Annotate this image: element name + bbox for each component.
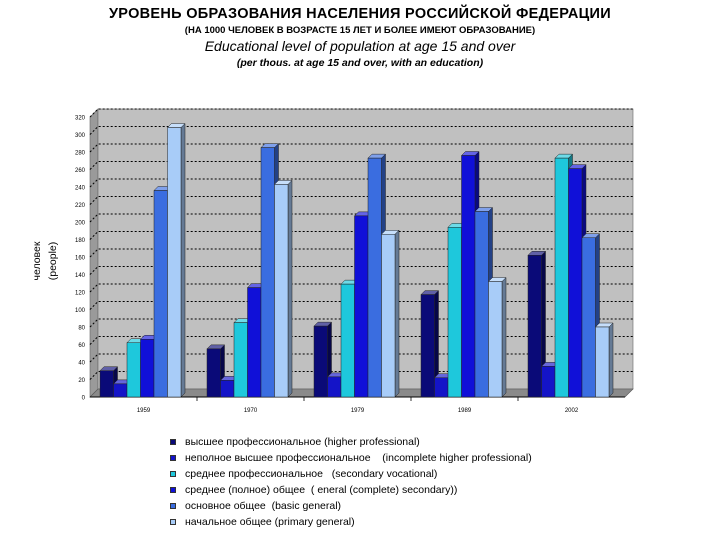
y-axis-label-en: (people)	[47, 242, 59, 281]
legend-swatch	[170, 503, 176, 509]
x-tick-label: 1979	[351, 408, 365, 414]
legend-item: высшее профессиональное (higher professi…	[170, 434, 532, 450]
legend-item: среднее (полное) общее ( eneral (complet…	[170, 482, 532, 498]
bar	[380, 229, 400, 398]
bar	[527, 250, 547, 398]
y-tick-label: 260	[75, 168, 86, 174]
bar	[273, 179, 293, 398]
legend-swatch	[170, 471, 176, 477]
legend-item: среднее профессиональное (secondary voca…	[170, 466, 532, 482]
x-axis-ticks: 1959 1970 1979 1989 2002	[137, 397, 579, 414]
y-axis-label-ru: человек	[31, 241, 43, 280]
y-tick-label: 0	[82, 396, 86, 402]
x-tick-label: 1959	[137, 408, 151, 414]
bar-chart: 0 20 40 60 80 100 120 140 160 180 200 220 240 260 280 3…	[31, 108, 634, 414]
bar	[594, 322, 614, 398]
y-tick-label: 300	[75, 133, 86, 139]
legend-item: неполное высшее профессиональное (incomp…	[170, 450, 532, 466]
y-tick-label: 200	[75, 221, 86, 227]
legend-item: начальное общее (primary general)	[170, 514, 532, 530]
legend-label: среднее (полное) общее ( eneral (complet…	[185, 484, 458, 496]
legend-item: основное общее (basic general)	[170, 498, 532, 514]
y-tick-label: 100	[75, 308, 86, 314]
y-tick-label: 180	[75, 238, 86, 244]
y-tick-label: 160	[75, 256, 86, 262]
y-tick-label: 240	[75, 186, 86, 192]
chart-legend: высшее профессиональное (higher professi…	[170, 434, 532, 530]
y-tick-label: 80	[78, 326, 85, 332]
legend-label: начальное общее (primary general)	[185, 516, 355, 528]
bar	[420, 290, 440, 398]
x-tick-label: 2002	[565, 408, 579, 414]
x-tick-label: 1970	[244, 408, 258, 414]
y-tick-label: 280	[75, 151, 86, 157]
bars	[99, 122, 614, 398]
chart-title-en: Educational level of population at age 1…	[204, 38, 516, 54]
legend-label: среднее профессиональное (secondary voca…	[185, 468, 438, 480]
bar	[487, 276, 507, 398]
y-axis-ticks: 0 20 40 60 80 100 120 140 160 180 200 220 240 260 280 3…	[75, 116, 86, 402]
y-tick-label: 60	[78, 343, 85, 349]
legend-swatch	[170, 519, 176, 525]
chart-title-ru: УРОВЕНЬ ОБРАЗОВАНИЯ НАСЕЛЕНИЯ РОССИЙСКОЙ…	[108, 6, 611, 22]
y-tick-label: 140	[75, 273, 86, 279]
legend-label: неполное высшее профессиональное (incomp…	[185, 452, 532, 464]
legend-swatch	[170, 487, 176, 493]
y-tick-label: 120	[75, 291, 86, 297]
y-tick-label: 320	[75, 116, 86, 122]
bar	[206, 344, 226, 398]
legend-swatch	[170, 439, 176, 445]
y-tick-label: 40	[78, 361, 85, 367]
y-tick-label: 220	[75, 203, 86, 209]
chart-subtitle-ru: (НА 1000 ЧЕЛОВЕК В ВОЗРАСТЕ 15 ЛЕТ И БОЛ…	[184, 25, 536, 36]
legend-swatch	[170, 455, 176, 461]
y-tick-label: 20	[78, 378, 85, 384]
bar	[166, 122, 186, 398]
legend-label: высшее профессиональное (higher professi…	[185, 436, 420, 448]
legend-label: основное общее (basic general)	[185, 500, 342, 512]
chart-subtitle-en: (per thous. at age 15 and over, with an …	[236, 57, 484, 69]
x-tick-label: 1989	[458, 408, 472, 414]
